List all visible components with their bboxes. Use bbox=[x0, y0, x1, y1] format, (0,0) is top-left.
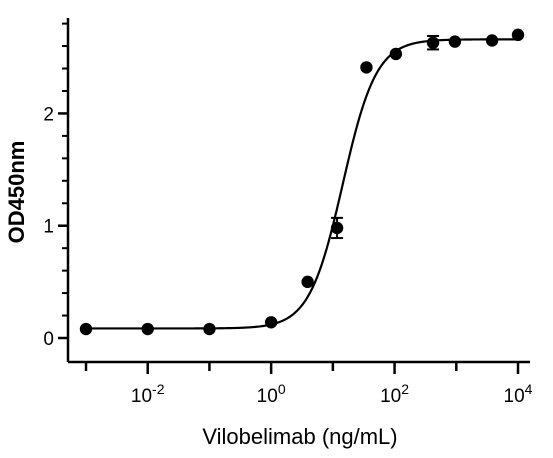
data-point bbox=[360, 61, 373, 74]
data-point bbox=[301, 275, 314, 289]
data-point bbox=[330, 221, 344, 235]
data-point bbox=[264, 316, 278, 329]
x-tick-label: 100 bbox=[257, 381, 286, 407]
x-axis: 10-2 100 102 104 bbox=[68, 360, 533, 407]
x-axis-title: Vilobelimab (ng/mL) bbox=[202, 424, 397, 449]
data-point bbox=[203, 322, 216, 336]
data-point bbox=[141, 322, 154, 336]
data-point bbox=[389, 47, 403, 61]
data-point bbox=[448, 35, 462, 48]
fit-curve bbox=[86, 38, 518, 330]
y-axis-title: OD450nm bbox=[4, 141, 29, 244]
y-tick-label: 2 bbox=[43, 104, 54, 125]
x-tick-label: 104 bbox=[504, 381, 533, 407]
data-point bbox=[426, 36, 440, 49]
x-tick-label: 10-2 bbox=[131, 381, 165, 407]
x-tick-label: 102 bbox=[380, 381, 409, 407]
data-point bbox=[485, 34, 499, 47]
plot-area bbox=[79, 28, 525, 336]
y-axis: 0 1 2 bbox=[43, 18, 70, 362]
y-tick-label: 1 bbox=[43, 217, 54, 238]
data-point bbox=[79, 322, 93, 336]
data-point bbox=[511, 28, 525, 42]
y-tick-label: 0 bbox=[43, 329, 54, 350]
